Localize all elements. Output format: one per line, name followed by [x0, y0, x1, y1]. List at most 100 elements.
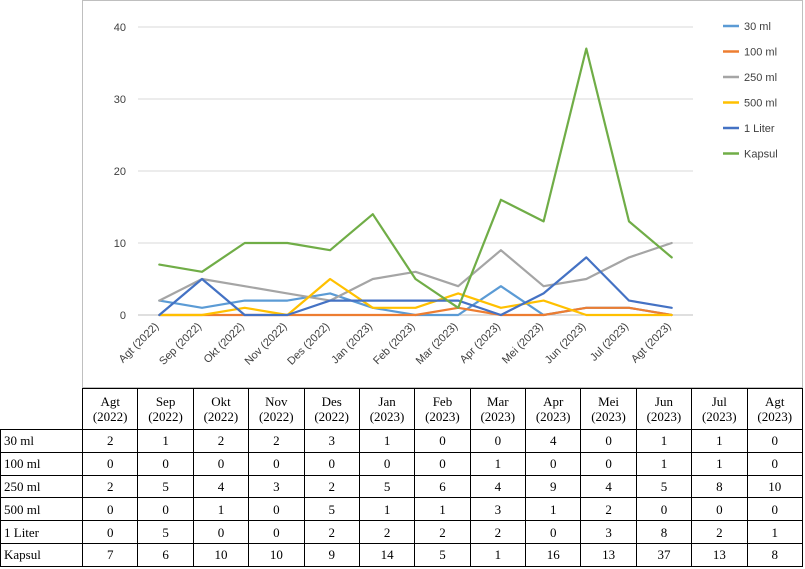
legend-label: 100 ml: [744, 47, 777, 59]
column-header-text: (2022): [92, 409, 128, 424]
table-cell: 2: [303, 474, 360, 499]
table-cell: 0: [746, 451, 803, 476]
column-header-text: Agt: [765, 394, 785, 409]
table-cell: 0: [303, 451, 360, 476]
table-cell: 0: [580, 429, 637, 453]
table-cell: 13: [691, 542, 748, 567]
table-cell: 2: [580, 497, 637, 522]
table-cell: 1: [137, 429, 194, 453]
column-header-text: (2023): [591, 409, 626, 424]
table-cell: 0: [81, 497, 139, 522]
table-cell: 16: [524, 542, 582, 567]
table-cell: 0: [81, 451, 139, 476]
table-cell: 0: [137, 451, 194, 476]
x-tick-label: Mar (2023): [414, 321, 461, 368]
column-header-text: (2022): [314, 409, 350, 424]
column-header: Agt (2022): [81, 388, 139, 430]
table-cell: 2: [81, 429, 139, 453]
table-cell: 5: [635, 474, 693, 499]
column-header-text: (2023): [646, 409, 682, 424]
column-header: Mei (2023): [580, 388, 637, 430]
column-header-text: (2022): [148, 409, 183, 424]
y-tick-label: 40: [114, 22, 126, 34]
legend-label: 30 ml: [744, 21, 771, 33]
table-cell: 1: [635, 429, 693, 453]
x-tick-label: Sep (2022): [157, 321, 204, 368]
column-header-text: (2023): [480, 409, 516, 424]
table-cell: 10: [746, 474, 803, 499]
table-cell: 6: [137, 542, 194, 567]
series-line: [158, 256, 673, 317]
table-cell: 5: [303, 497, 360, 522]
legend-label: Kapsul: [744, 149, 778, 161]
column-header: Nov (2022): [248, 388, 305, 430]
column-header: Feb (2023): [414, 388, 471, 430]
table-cell: 1: [358, 497, 416, 522]
table-cell: 0: [414, 451, 471, 476]
line-chart: 0 10 20 30 40 Agt (2022)Sep (2022)Okt (2022)N…: [114, 21, 778, 368]
table-cell: 4: [469, 474, 527, 499]
table-cell: 2: [81, 474, 139, 499]
column-header-text: (2022): [203, 409, 239, 424]
table-cell: 3: [580, 520, 637, 544]
column-header: Mar (2023): [469, 388, 527, 430]
column-header-text: (2023): [425, 409, 460, 424]
column-header-text: (2023): [535, 409, 571, 424]
column-header: Okt (2022): [192, 388, 250, 430]
table-cell: 0: [635, 497, 693, 522]
x-tick-label: Jun (2023): [543, 321, 589, 367]
column-header: Jun (2023): [635, 388, 693, 430]
row-label: 500 ml: [0, 497, 83, 522]
x-tick-label: Mei (2023): [500, 321, 546, 367]
x-tick-label: Agt (2022): [117, 321, 162, 366]
table-cell: 8: [635, 520, 693, 544]
column-header-text: (2023): [701, 409, 737, 424]
table-cell: 0: [691, 497, 748, 522]
table-cell: 2: [691, 520, 748, 544]
table-cell: 2: [358, 520, 416, 544]
table-cell: 4: [580, 474, 637, 499]
table-cell: 1: [635, 451, 693, 476]
table-cell: 2: [192, 429, 250, 453]
table-cell: 4: [192, 474, 250, 499]
row-label: 30 ml: [0, 429, 83, 453]
column-header: Des (2022): [303, 388, 360, 430]
table-cell: 1: [524, 497, 582, 522]
table-row: 250 ml 2 5 4 3 2 5 6 4 9 4 5 8 10: [0, 474, 803, 499]
table-row: 1 Liter 0 5 0 0 2 2 2 2 0 3 8 2 1: [0, 520, 803, 544]
table-cell: 0: [524, 451, 582, 476]
table-cell: 13: [580, 542, 637, 567]
table-cell: 14: [358, 542, 416, 567]
table-cell: 1: [469, 451, 527, 476]
table-cell: 0: [469, 429, 527, 453]
column-header-text: (2023): [369, 409, 405, 424]
table-cell: 0: [192, 520, 250, 544]
table-cell: 5: [137, 520, 194, 544]
table-cell: 2: [303, 520, 360, 544]
legend-label: 1 Liter: [744, 123, 775, 135]
column-header-text: Des: [321, 394, 342, 409]
table-cell: 0: [746, 429, 803, 453]
table-cell: 0: [248, 497, 305, 522]
legend-label: 500 ml: [744, 98, 777, 110]
column-header: Agt (2023): [746, 388, 803, 430]
x-tick-label: Okt (2022): [202, 321, 247, 366]
table-cell: 9: [303, 542, 360, 567]
table-cell: 9: [524, 474, 582, 499]
table-body: 30 ml 2 1 2 2 3 1 0 0 4 0 1 1 0 100 ml 0 0 0 0 0 0 0 1 0 0 1 1 0 250…: [0, 429, 803, 567]
column-header-text: Agt: [100, 394, 120, 409]
table-cell: 2: [248, 429, 305, 453]
x-tick-label: Jan (2023): [329, 321, 375, 367]
table-cell: 3: [469, 497, 527, 522]
table-header-row: Agt (2022) Sep (2022) Okt (2022) Nov (2022) Des(…: [0, 388, 803, 430]
row-label: 1 Liter: [0, 520, 83, 544]
x-tick-label: Apr (2023): [458, 321, 503, 366]
column-header-text: Sep: [155, 394, 176, 409]
table-cell: 0: [81, 520, 139, 544]
table-cell: 0: [358, 451, 416, 476]
table-cell: 5: [414, 542, 471, 567]
table-cell: 0: [248, 451, 305, 476]
table-cell: 10: [248, 542, 305, 567]
table-cell: 1: [691, 429, 748, 453]
table-cell: 0: [524, 520, 582, 544]
